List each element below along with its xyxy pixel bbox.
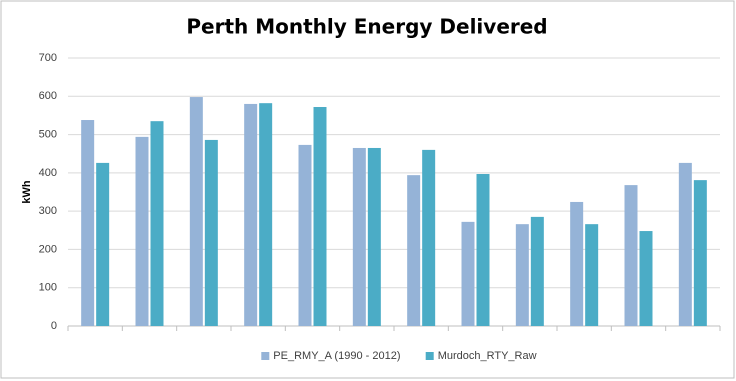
- legend-label: Murdoch_RTY_Raw: [438, 350, 537, 362]
- y-tick-label: 300: [39, 205, 57, 217]
- y-tick-label: 400: [39, 167, 57, 179]
- bar: [530, 216, 544, 326]
- legend-label: PE_RMY_A (1990 - 2012): [273, 350, 400, 362]
- y-tick-label: 700: [39, 52, 57, 64]
- bar: [298, 144, 312, 326]
- bar: [639, 231, 653, 326]
- bar: [476, 174, 490, 326]
- bar: [693, 180, 707, 326]
- bar: [135, 136, 149, 326]
- chart-title: Perth Monthly Energy Delivered: [186, 15, 547, 39]
- bar: [244, 103, 258, 326]
- bar: [624, 185, 638, 326]
- legend-swatch: [425, 352, 434, 360]
- bar: [313, 107, 327, 327]
- y-tick-label: 600: [39, 90, 57, 102]
- bar: [150, 121, 164, 327]
- bar: [422, 149, 436, 326]
- bar: [407, 175, 421, 326]
- bar: [204, 139, 218, 326]
- bar: [81, 120, 95, 326]
- bar: [367, 147, 381, 326]
- bar: [515, 224, 529, 326]
- y-tick-label: 100: [39, 282, 57, 294]
- bar: [678, 162, 692, 326]
- y-tick-label: 200: [39, 243, 57, 255]
- bar: [259, 103, 273, 326]
- bar: [189, 97, 203, 327]
- y-tick-label: 500: [39, 128, 57, 140]
- bar: [570, 201, 584, 326]
- y-tick-label: 0: [51, 320, 57, 332]
- bar: [352, 147, 366, 326]
- bar: [585, 224, 599, 326]
- y-axis-label: kWh: [21, 180, 33, 204]
- bar: [96, 162, 110, 326]
- bar: [461, 221, 475, 326]
- legend-swatch: [261, 352, 270, 360]
